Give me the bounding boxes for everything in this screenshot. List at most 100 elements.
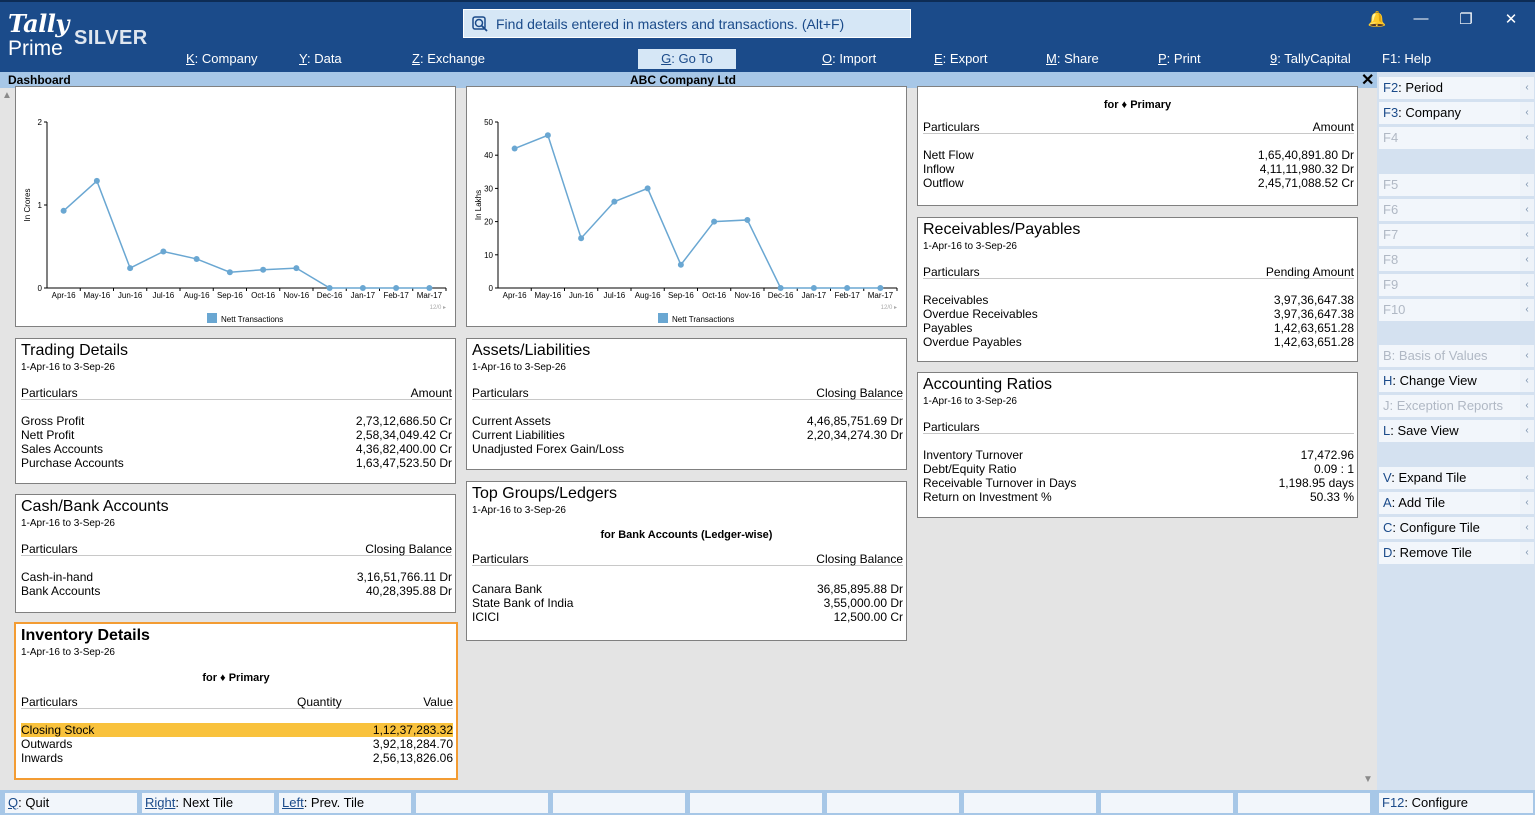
data-point[interactable] — [127, 265, 134, 272]
data-point[interactable] — [578, 235, 585, 242]
table-row[interactable]: Debt/Equity Ratio 0.09 : 1 — [923, 462, 1354, 476]
table-row[interactable]: Receivable Turnover in Days 1,198.95 days — [923, 476, 1354, 490]
sidebar-button-d[interactable]: D: Remove Tile — [1379, 542, 1520, 564]
sidebar-button-a[interactable]: A: Add Tile — [1379, 492, 1520, 514]
sidebar-button-f2[interactable]: F2: Period — [1379, 77, 1520, 99]
tile-receivables-payables[interactable]: Receivables/Payables 1-Apr-16 to 3-Sep-2… — [917, 217, 1358, 362]
data-point[interactable] — [160, 248, 167, 255]
data-point[interactable] — [711, 218, 718, 225]
data-point[interactable] — [393, 285, 400, 291]
data-point[interactable] — [293, 265, 300, 272]
tile-nett-transactions-lakhs[interactable]: 0 10 20 30 40 50 In Lakhs Apr-16 May-16 Jun-16 Jul… — [466, 86, 907, 327]
table-row[interactable]: Gross Profit 2,73,12,686.50 Cr — [21, 414, 452, 428]
search-bar[interactable]: Find details entered in masters and tran… — [463, 9, 911, 38]
data-point[interactable] — [93, 177, 100, 184]
data-point[interactable] — [359, 285, 366, 291]
expand-arrow-icon: ‹ — [1520, 542, 1534, 564]
menu-help[interactable]: F1: Help — [1382, 51, 1432, 66]
table-row[interactable]: Nett Profit 2,58,34,049.42 Cr — [21, 428, 452, 442]
tile-header-row: Particulars Quantity Value — [21, 695, 453, 709]
sidebar-button-l[interactable]: L: Save View — [1379, 420, 1520, 442]
table-row[interactable]: Receivables 3,97,36,647.38 — [923, 293, 1354, 307]
restore-icon[interactable]: ❐ — [1459, 11, 1473, 28]
tile-cash-flow[interactable]: for ♦ Primary Particulars Amount Nett Flo… — [917, 86, 1358, 206]
close-window-icon[interactable]: ✕ — [1504, 11, 1518, 28]
data-point[interactable] — [326, 285, 333, 291]
close-report-icon[interactable]: ✕ — [1361, 72, 1375, 89]
tile-trading-details[interactable]: Trading Details 1-Apr-16 to 3-Sep-26 Par… — [15, 338, 456, 484]
data-point[interactable] — [511, 145, 518, 152]
table-row[interactable]: State Bank of India 3,55,000.00 Dr — [472, 596, 903, 610]
menu-go-to[interactable]: G: Go To — [638, 49, 736, 69]
data-point[interactable] — [810, 285, 817, 291]
tile-title: Top Groups/Ledgers — [472, 485, 617, 502]
minimize-icon[interactable]: — — [1413, 10, 1429, 27]
menu-export[interactable]: E: Export — [934, 51, 988, 66]
tile-inventory-details[interactable]: Inventory Details 1-Apr-16 to 3-Sep-26 f… — [14, 622, 458, 780]
data-point[interactable] — [260, 266, 267, 273]
table-row[interactable]: Inwards 2,56,13,826.06 — [21, 751, 453, 765]
table-row[interactable]: Bank Accounts 40,28,395.88 Dr — [21, 584, 452, 598]
data-point[interactable] — [611, 198, 618, 205]
table-row[interactable]: Current Liabilities 2,20,34,274.30 Dr — [472, 428, 903, 442]
tile-top-groups-ledgers[interactable]: Top Groups/Ledgers 1-Apr-16 to 3-Sep-26 … — [466, 481, 907, 641]
table-row[interactable]: Inventory Turnover 17,472.96 — [923, 448, 1354, 462]
scroll-down-icon[interactable]: ▼ — [1363, 774, 1373, 785]
sidebar-button-h[interactable]: H: Change View — [1379, 370, 1520, 392]
menu-tallycapital[interactable]: 9: TallyCapital — [1270, 51, 1351, 66]
table-row[interactable]: Outwards 3,92,18,284.70 — [21, 737, 453, 751]
table-row[interactable]: Purchase Accounts 1,63,47,523.50 Dr — [21, 456, 452, 470]
table-row[interactable]: Sales Accounts 4,36,82,400.00 Cr — [21, 442, 452, 456]
data-point[interactable] — [426, 285, 433, 291]
tile-assets-liabilities[interactable]: Assets/Liabilities 1-Apr-16 to 3-Sep-26 … — [466, 338, 907, 470]
table-row-selected[interactable]: Closing Stock 1,12,37,283.32 — [21, 723, 453, 737]
table-row[interactable]: Unadjusted Forex Gain/Loss — [472, 442, 625, 456]
data-point[interactable] — [677, 261, 684, 268]
data-point[interactable] — [844, 285, 851, 291]
table-row[interactable]: Overdue Receivables 3,97,36,647.38 — [923, 307, 1354, 321]
data-point[interactable] — [544, 132, 551, 139]
menu-import[interactable]: O: Import — [822, 51, 877, 66]
empty-button — [964, 793, 1096, 813]
data-point[interactable] — [193, 255, 200, 262]
table-row[interactable]: Current Assets 4,46,85,751.69 Dr — [472, 414, 903, 428]
chart-nett-transactions-lakhs: 0 10 20 30 40 50 In Lakhs Apr-16 May-16 Jun-16 Jul… — [474, 118, 898, 324]
menu-data[interactable]: Y: Data — [299, 51, 342, 66]
data-point[interactable] — [226, 269, 233, 276]
tile-nett-transactions-crores[interactable]: 0 1 2 In Crores Apr-16 May-16 Jun-16 Jul-16 Aug-… — [15, 86, 456, 327]
y-tick-label: 2 — [38, 118, 43, 127]
prev-tile-button[interactable]: Left: Prev. Tile — [279, 793, 411, 813]
sidebar-button-f3[interactable]: F3: Company — [1379, 102, 1520, 124]
table-row[interactable]: Nett Flow 1,65,40,891.80 Dr — [923, 148, 1354, 162]
table-row[interactable]: Return on Investment % 50.33 % — [923, 490, 1354, 504]
sidebar-button-v[interactable]: V: Expand Tile — [1379, 467, 1520, 489]
tile-cash-bank-accounts[interactable]: Cash/Bank Accounts 1-Apr-16 to 3-Sep-26 … — [15, 494, 456, 613]
menu-print[interactable]: P: Print — [1158, 51, 1201, 66]
y-tick-label: 0 — [38, 284, 43, 293]
table-row[interactable]: ICICI 12,500.00 Cr — [472, 610, 903, 624]
tile-period: 1-Apr-16 to 3-Sep-26 — [923, 241, 1017, 252]
table-row[interactable]: Cash-in-hand 3,16,51,766.11 Dr — [21, 570, 452, 584]
table-row[interactable]: Overdue Payables 1,42,63,651.28 — [923, 335, 1354, 349]
table-row[interactable]: Inflow 4,11,11,980.32 Dr — [923, 162, 1354, 176]
data-point[interactable] — [744, 216, 751, 223]
menu-exchange[interactable]: Z: Exchange — [412, 51, 486, 66]
data-point[interactable] — [644, 185, 651, 192]
table-row[interactable]: Outflow 2,45,71,088.52 Cr — [923, 176, 1354, 190]
tile-accounting-ratios[interactable]: Accounting Ratios 1-Apr-16 to 3-Sep-26 P… — [917, 372, 1358, 518]
next-tile-button[interactable]: Right: Next Tile — [142, 793, 274, 813]
menu-share[interactable]: M: Share — [1046, 51, 1099, 66]
configure-button[interactable]: F12: Configure — [1379, 793, 1533, 813]
table-row[interactable]: Canara Bank 36,85,895.88 Dr — [472, 582, 903, 596]
y-tick-label: 10 — [484, 251, 493, 260]
scroll-up-icon[interactable]: ▲ — [2, 90, 12, 101]
empty-button — [553, 793, 685, 813]
data-point[interactable] — [60, 207, 67, 214]
data-point[interactable] — [877, 285, 884, 291]
menu-company[interactable]: K: Company — [186, 51, 258, 66]
sidebar-button-c[interactable]: C: Configure Tile — [1379, 517, 1520, 539]
notification-bell-icon[interactable]: 🔔 — [1367, 11, 1387, 28]
quit-button[interactable]: Q: Quit — [5, 793, 137, 813]
data-point[interactable] — [777, 285, 784, 291]
table-row[interactable]: Payables 1,42,63,651.28 — [923, 321, 1354, 335]
